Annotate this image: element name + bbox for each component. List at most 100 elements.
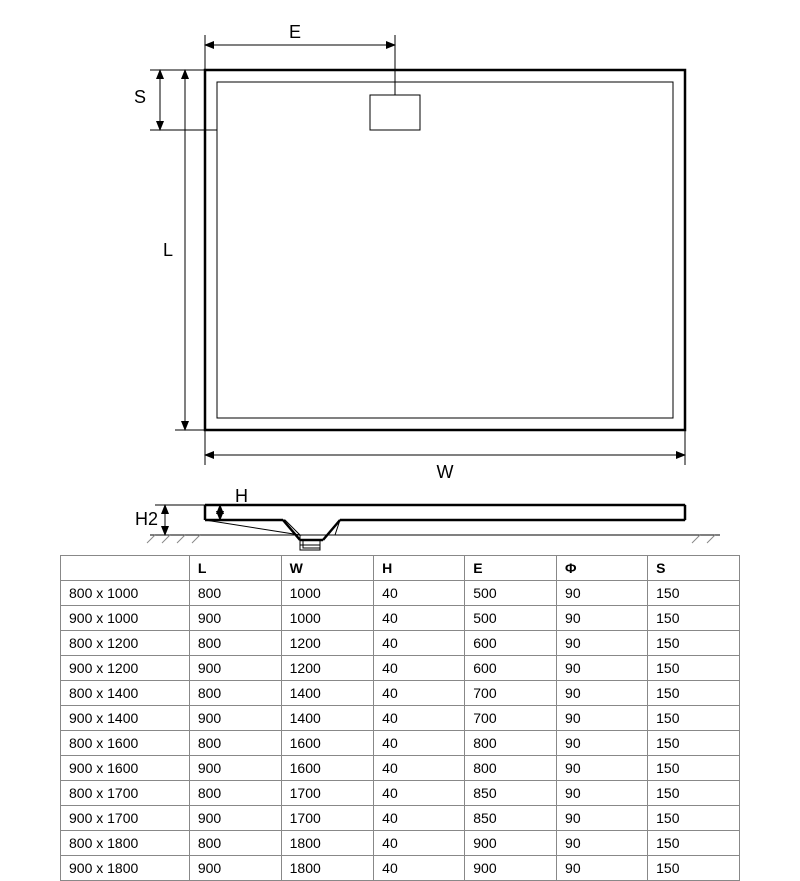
table-cell: 40 <box>374 606 465 631</box>
table-cell: 90 <box>557 656 648 681</box>
dimensions-table: LWHEΦS 800 x 100080010004050090150900 x … <box>60 555 740 881</box>
dim-label-H: H <box>235 486 248 506</box>
table-row: 900 x 170090017004085090150 <box>61 806 740 831</box>
table-cell: 1600 <box>281 756 374 781</box>
table-cell: 90 <box>557 756 648 781</box>
tray-profile <box>205 505 685 550</box>
dim-label-L: L <box>163 240 173 260</box>
table-row: 800 x 120080012004060090150 <box>61 631 740 656</box>
table-cell: 150 <box>648 681 740 706</box>
table-cell: 40 <box>374 656 465 681</box>
table-cell: 150 <box>648 581 740 606</box>
table-cell: 900 x 1700 <box>61 806 190 831</box>
table-cell: 900 <box>189 656 281 681</box>
dim-label-S: S <box>134 87 146 107</box>
table-cell: 40 <box>374 631 465 656</box>
table-cell: 150 <box>648 731 740 756</box>
table-cell: 800 x 1800 <box>61 831 190 856</box>
table-cell: 1200 <box>281 656 374 681</box>
table-cell: 900 <box>465 856 557 881</box>
table-cell: 900 x 1400 <box>61 706 190 731</box>
table-row: 900 x 120090012004060090150 <box>61 656 740 681</box>
table-cell: 40 <box>374 681 465 706</box>
table-cell: 800 x 1700 <box>61 781 190 806</box>
table-cell: 1400 <box>281 706 374 731</box>
table-cell: 90 <box>557 831 648 856</box>
tray-outer-rect <box>205 70 685 430</box>
col-header: S <box>648 556 740 581</box>
table-cell: 150 <box>648 606 740 631</box>
table-cell: 600 <box>465 656 557 681</box>
table-cell: 90 <box>557 856 648 881</box>
table-cell: 900 <box>465 831 557 856</box>
table-cell: 900 x 1600 <box>61 756 190 781</box>
table-cell: 90 <box>557 731 648 756</box>
table-cell: 800 <box>189 581 281 606</box>
table-cell: 800 <box>189 831 281 856</box>
table-cell: 150 <box>648 856 740 881</box>
table-cell: 800 <box>189 731 281 756</box>
table-cell: 1600 <box>281 731 374 756</box>
col-header: W <box>281 556 374 581</box>
table-cell: 90 <box>557 706 648 731</box>
table-cell: 800 <box>465 756 557 781</box>
table-row: 800 x 140080014004070090150 <box>61 681 740 706</box>
table-cell: 40 <box>374 806 465 831</box>
table-cell: 90 <box>557 631 648 656</box>
table-cell: 700 <box>465 681 557 706</box>
dim-label-W: W <box>437 462 454 482</box>
table-cell: 900 <box>189 606 281 631</box>
table-row: 800 x 100080010004050090150 <box>61 581 740 606</box>
table-cell: 800 <box>189 631 281 656</box>
table-cell: 1000 <box>281 606 374 631</box>
table-cell: 90 <box>557 581 648 606</box>
col-header: E <box>465 556 557 581</box>
table-row: 900 x 140090014004070090150 <box>61 706 740 731</box>
table-row: 800 x 180080018004090090150 <box>61 831 740 856</box>
drain-rect <box>370 95 420 130</box>
table-cell: 90 <box>557 681 648 706</box>
table-cell: 150 <box>648 656 740 681</box>
table-cell: 40 <box>374 856 465 881</box>
table-cell: 800 <box>189 681 281 706</box>
table-cell: 700 <box>465 706 557 731</box>
table-cell: 90 <box>557 806 648 831</box>
table-cell: 150 <box>648 781 740 806</box>
table-cell: 500 <box>465 581 557 606</box>
table-cell: 1800 <box>281 856 374 881</box>
col-header: Φ <box>557 556 648 581</box>
table-cell: 900 <box>189 806 281 831</box>
table-cell: 40 <box>374 581 465 606</box>
table-cell: 850 <box>465 806 557 831</box>
table-cell: 900 x 1000 <box>61 606 190 631</box>
table-cell: 850 <box>465 781 557 806</box>
table-cell: 800 x 1000 <box>61 581 190 606</box>
table-cell: 800 x 1400 <box>61 681 190 706</box>
table-cell: 40 <box>374 731 465 756</box>
ground-hatch <box>147 535 715 543</box>
col-header <box>61 556 190 581</box>
table-cell: 900 x 1200 <box>61 656 190 681</box>
table-row: 800 x 160080016004080090150 <box>61 731 740 756</box>
table-cell: 150 <box>648 706 740 731</box>
table-cell: 40 <box>374 781 465 806</box>
table-cell: 90 <box>557 606 648 631</box>
table-cell: 40 <box>374 831 465 856</box>
table-cell: 1800 <box>281 831 374 856</box>
table-cell: 800 x 1600 <box>61 731 190 756</box>
table-cell: 800 x 1200 <box>61 631 190 656</box>
table-row: 800 x 170080017004085090150 <box>61 781 740 806</box>
col-header: L <box>189 556 281 581</box>
table-cell: 1000 <box>281 581 374 606</box>
table-cell: 1700 <box>281 806 374 831</box>
table-cell: 1200 <box>281 631 374 656</box>
table-cell: 500 <box>465 606 557 631</box>
table-cell: 600 <box>465 631 557 656</box>
table-cell: 900 x 1800 <box>61 856 190 881</box>
table-cell: 900 <box>189 706 281 731</box>
table-cell: 150 <box>648 831 740 856</box>
table-cell: 40 <box>374 756 465 781</box>
dim-label-E: E <box>289 22 301 42</box>
table-row: 900 x 180090018004090090150 <box>61 856 740 881</box>
table-cell: 800 <box>189 781 281 806</box>
